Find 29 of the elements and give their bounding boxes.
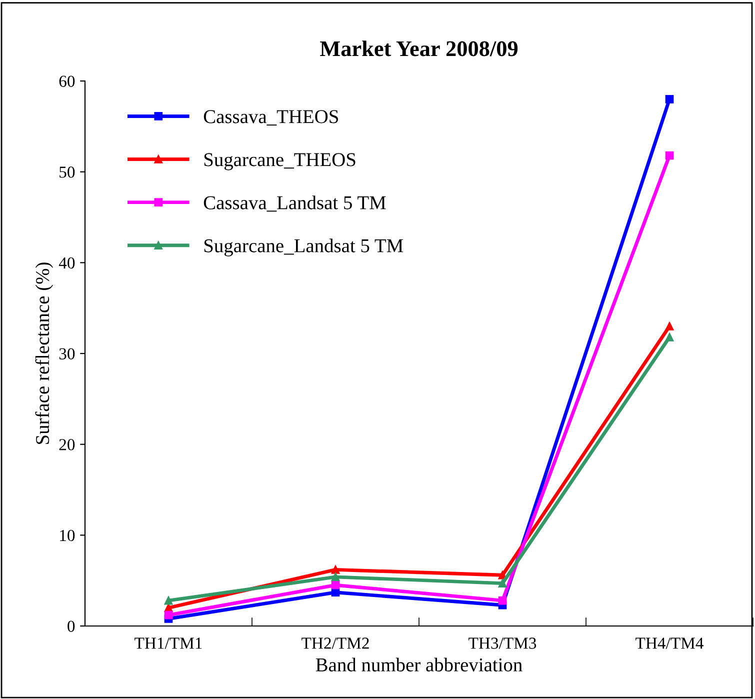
point [164, 610, 173, 620]
point [331, 580, 340, 590]
x-tick-label: TH3/TM3 [468, 638, 536, 649]
y-tick-label: 30 [59, 348, 75, 360]
point [665, 95, 674, 104]
y-tick-label: 60 [59, 76, 75, 87]
point [498, 596, 507, 605]
x-tick-label: TH1/TM1 [134, 638, 202, 649]
point [164, 596, 173, 605]
point [331, 572, 340, 582]
y-tick-label: 20 [59, 439, 75, 450]
x-axis-title: Band number abbreviation [316, 658, 522, 672]
legend-label: Sugarcane_Landsat 5 TM [204, 238, 404, 256]
x-tick-label: TH2/TM2 [302, 638, 369, 649]
point [665, 151, 674, 160]
y-tick-label: 10 [60, 530, 75, 542]
chart-title: Market Year 2008/09 [320, 40, 518, 56]
point [665, 322, 674, 330]
point [665, 332, 674, 342]
point [331, 566, 340, 574]
legend-label: Sugarcane_THEOS [204, 153, 356, 170]
point [498, 579, 507, 588]
legend-label: Cassava_THEOS [204, 110, 338, 126]
y-tick-label: 40 [58, 257, 75, 269]
x-tick-label: TH4/TM4 [636, 638, 704, 649]
y-tick-label: 50 [60, 166, 75, 178]
legend-label: Cassava_Landsat 5 TM [204, 196, 386, 212]
y-tick-label: 0 [68, 620, 75, 632]
y-axis-title: Surface reflectance (%) [35, 262, 54, 444]
